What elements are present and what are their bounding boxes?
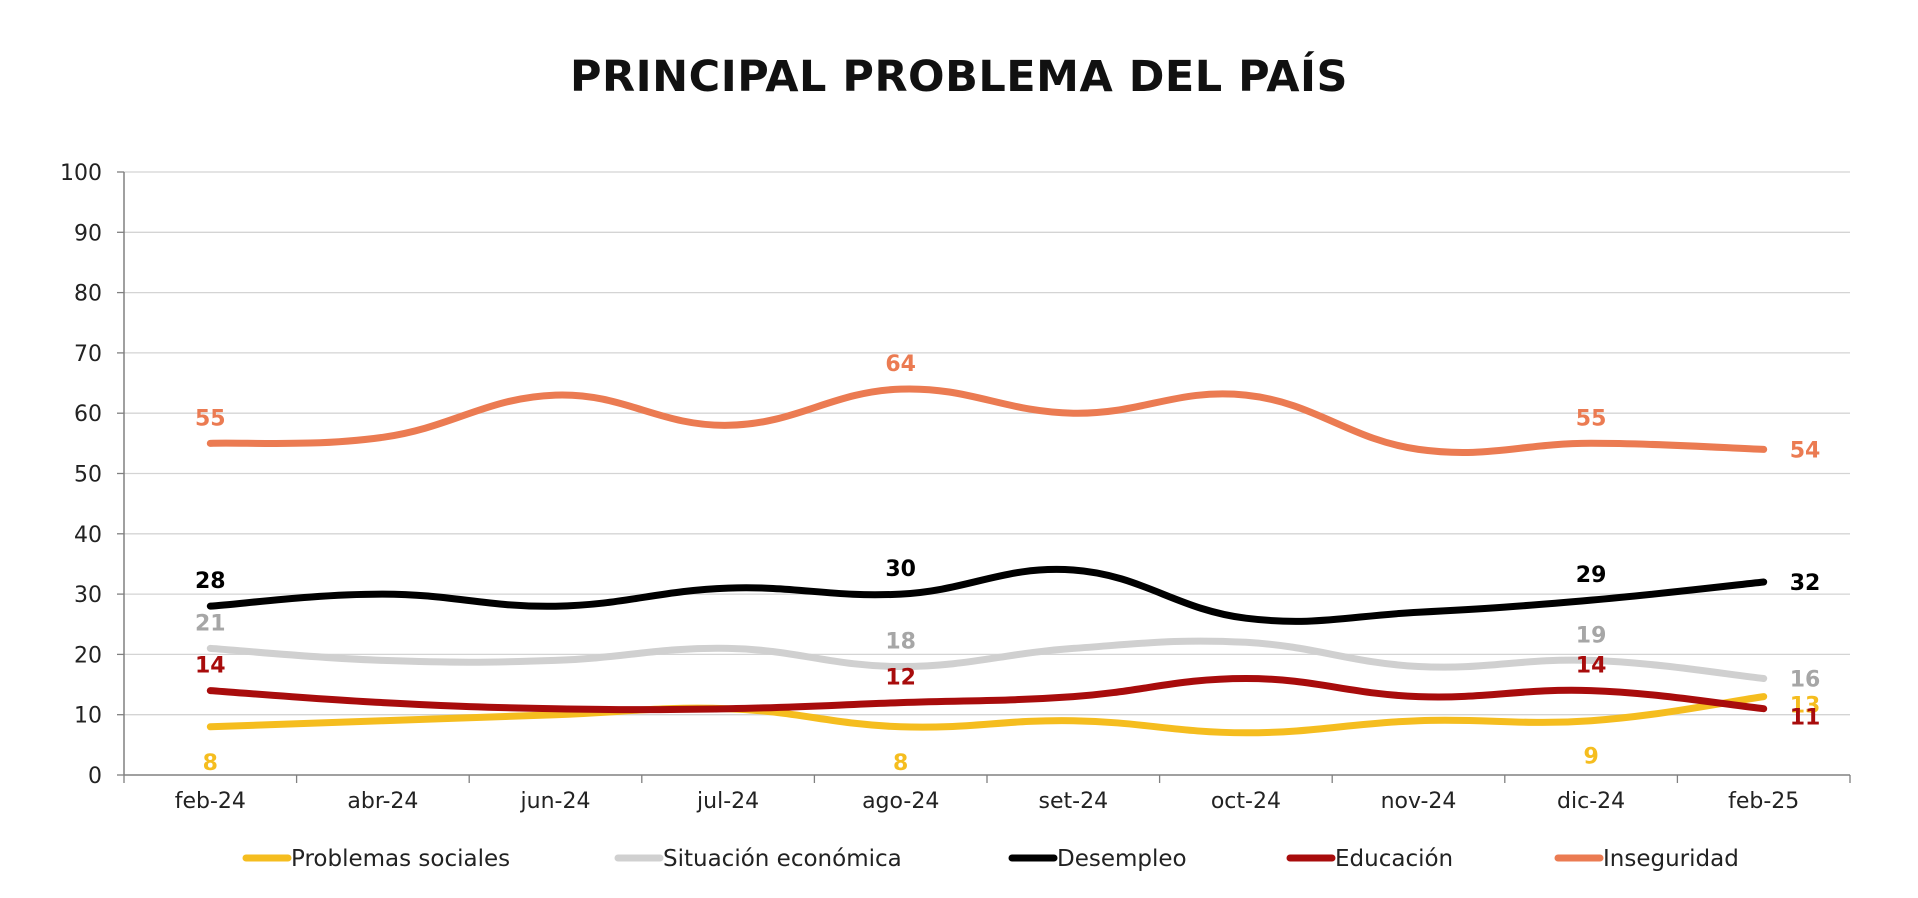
data-label: 29 [1576,563,1607,588]
data-labels: 8 8 9 13 21 18 19 16 28 30 29 32 14 12 14 11 55 64 55 54 [195,352,1820,776]
data-label: 54 [1790,438,1821,463]
x-tick-label: abr-24 [347,789,418,814]
legend-label: Problemas sociales [291,846,510,872]
data-label: 64 [885,352,916,377]
y-tick-label: 30 [74,583,102,608]
data-label: 9 [1583,745,1598,770]
data-label: 11 [1790,706,1821,731]
x-tick-label: jun-24 [520,789,591,814]
data-label: 55 [1576,406,1607,431]
y-tick-label: 50 [74,463,102,488]
x-tick-label: oct-24 [1211,789,1281,814]
y-tick-label: 20 [74,643,102,668]
data-label: 18 [885,629,916,654]
x-tick-label: jul-24 [696,789,759,814]
data-label: 55 [195,406,226,431]
data-label: 14 [195,654,226,679]
chart-title: PRINCIPAL PROBLEMA DEL PAÍS [570,52,1348,102]
data-label: 13 [1790,694,1821,719]
series-lines [206,385,1768,737]
y-tick-label: 60 [74,402,102,427]
y-tick-label: 100 [60,161,102,186]
legend: Problemas sociales Situación económica Des… [242,846,1739,872]
data-label: 21 [195,611,226,636]
legend-label: Inseguridad [1603,846,1739,872]
y-tick-label: 40 [74,523,102,548]
legend-label: Desempleo [1057,846,1187,872]
data-label: 30 [885,557,916,582]
x-tick-label: feb-25 [1728,789,1799,814]
y-tick-label: 80 [74,282,102,307]
x-tick-label: nov-24 [1381,789,1457,814]
series-line-situaci-n-econ-mica [206,637,1768,682]
x-tick-label: set-24 [1039,789,1109,814]
data-label: 12 [885,666,916,691]
y-tick-label: 10 [74,704,102,729]
data-label: 28 [195,569,226,594]
data-label: 32 [1790,571,1821,596]
y-tick-label: 70 [74,342,102,367]
x-tick-label: dic-24 [1557,789,1625,814]
data-label: 8 [893,751,908,776]
legend-label: Situación económica [663,846,902,872]
x-tick-label: ago-24 [862,789,939,814]
x-tick-label: feb-24 [175,789,246,814]
axes: 0 10 20 30 40 50 60 70 80 90 100 feb-24 abr-24 jun-24… [60,161,1851,814]
data-label: 19 [1576,623,1607,648]
y-tick-label: 90 [74,221,102,246]
y-tick-label: 0 [88,764,102,789]
data-label: 16 [1790,668,1821,693]
legend-label: Educación [1335,846,1453,872]
series-line-desempleo [206,565,1768,625]
series-line-educaci-n [206,675,1768,714]
data-label: 14 [1576,654,1607,679]
series-line-problemas-sociales [206,693,1768,737]
series-line-inseguridad [206,385,1768,456]
data-label: 8 [203,751,218,776]
